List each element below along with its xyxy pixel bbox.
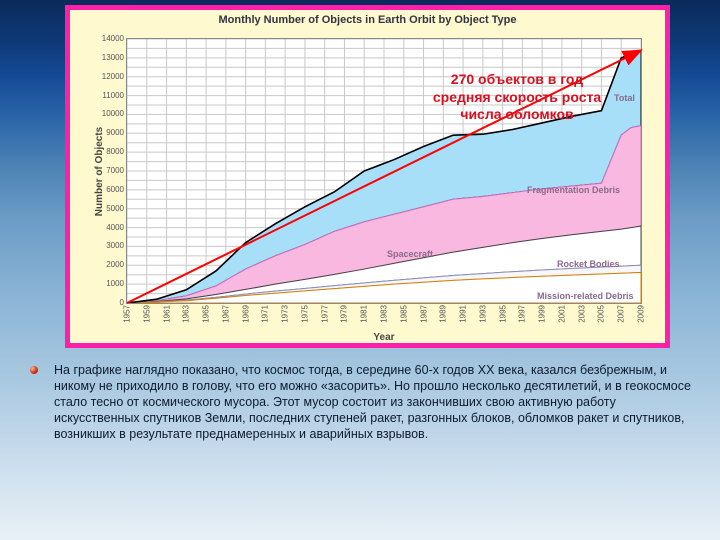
series-label: Mission-related Debris [537, 291, 634, 301]
chart-frame: Monthly Number of Objects in Earth Orbit… [65, 5, 670, 348]
y-tick: 6000 [84, 186, 124, 194]
x-tick: 1961 [162, 305, 171, 323]
x-tick: 1997 [518, 305, 527, 323]
caption: На графике наглядно показано, что космос… [32, 362, 692, 442]
x-tick: 1957 [123, 305, 132, 323]
y-tick: 12000 [84, 73, 124, 81]
x-tick: 1965 [202, 305, 211, 323]
series-label: Total [614, 93, 635, 103]
series-label: Rocket Bodies [557, 259, 620, 269]
series-label: Fragmentation Debris [527, 185, 620, 195]
y-tick: 13000 [84, 54, 124, 62]
y-tick: 2000 [84, 261, 124, 269]
x-tick: 1969 [241, 305, 250, 323]
y-tick: 0 [84, 299, 124, 307]
x-tick: 1975 [300, 305, 309, 323]
x-tick: 2009 [637, 305, 646, 323]
x-tick: 1983 [380, 305, 389, 323]
series-label: Spacecraft [387, 249, 433, 259]
bullet-icon [30, 366, 38, 374]
y-tick: 11000 [84, 92, 124, 100]
y-tick: 3000 [84, 242, 124, 250]
y-tick: 8000 [84, 148, 124, 156]
y-tick: 5000 [84, 205, 124, 213]
x-tick: 1977 [320, 305, 329, 323]
x-tick: 2005 [597, 305, 606, 323]
x-tick: 1991 [459, 305, 468, 323]
x-tick: 2007 [617, 305, 626, 323]
x-tick: 1989 [439, 305, 448, 323]
x-tick: 1967 [221, 305, 230, 323]
x-tick: 1993 [478, 305, 487, 323]
x-tick: 1973 [281, 305, 290, 323]
y-tick: 14000 [84, 35, 124, 43]
chart-plot: Number of Objects Year 270 объектов в го… [126, 38, 642, 304]
x-tick: 1979 [340, 305, 349, 323]
y-tick: 9000 [84, 129, 124, 137]
x-tick: 2003 [577, 305, 586, 323]
x-tick: 1959 [142, 305, 151, 323]
x-tick: 1995 [498, 305, 507, 323]
x-tick: 1963 [182, 305, 191, 323]
y-tick: 4000 [84, 224, 124, 232]
x-axis-label: Year [127, 332, 641, 343]
x-tick: 1987 [419, 305, 428, 323]
chart-title: Monthly Number of Objects in Earth Orbit… [70, 14, 665, 26]
x-tick: 1985 [399, 305, 408, 323]
y-tick: 7000 [84, 167, 124, 175]
chart-annotation: 270 объектов в год средняя скорость рост… [387, 71, 647, 124]
x-tick: 1971 [261, 305, 270, 323]
x-tick: 1999 [538, 305, 547, 323]
x-tick: 2001 [557, 305, 566, 323]
y-tick: 10000 [84, 110, 124, 118]
x-tick: 1981 [360, 305, 369, 323]
y-tick: 1000 [84, 280, 124, 288]
caption-text: На графике наглядно показано, что космос… [54, 362, 692, 442]
